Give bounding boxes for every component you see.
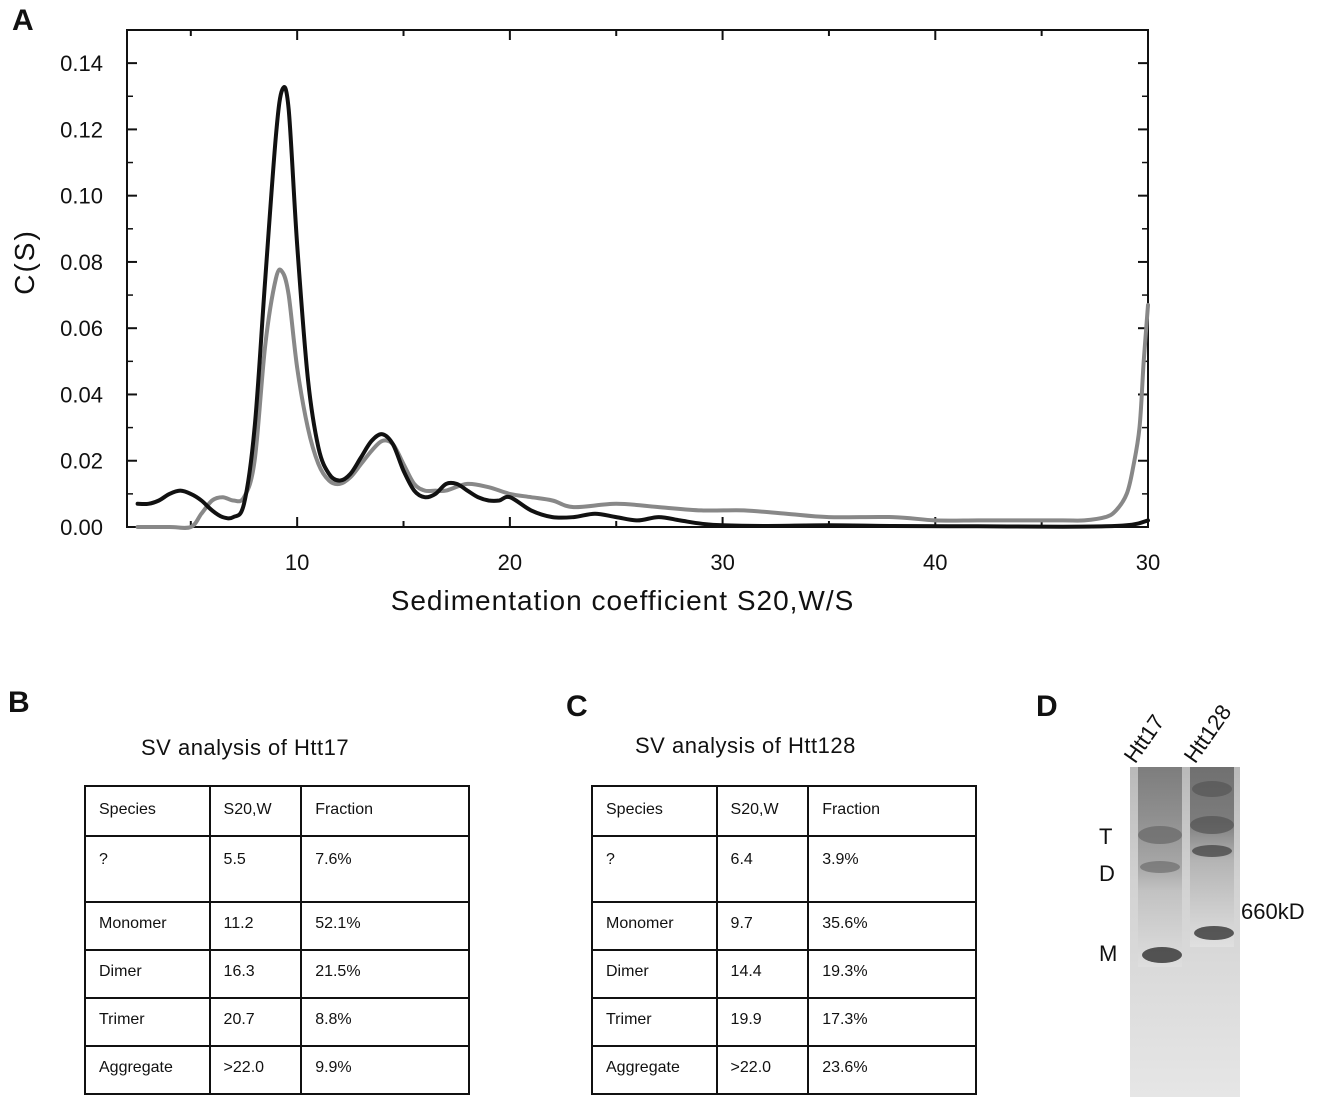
cell-s20w: 14.4: [715, 949, 810, 999]
header-fraction: Fraction: [807, 785, 977, 837]
cell-species: Trimer: [591, 997, 718, 1047]
y-tick-label: 0.04: [60, 382, 103, 407]
cell-s20w: 5.5: [208, 835, 303, 903]
chart-labels: 0.00 0.02 0.04 0.06 0.08 0.10 0.12 0.14 10 20 30 40…: [9, 51, 1160, 616]
table-row: Dimer 16.3 21.5%: [84, 949, 470, 999]
cell-s20w: 6.4: [715, 835, 810, 903]
table-row: Monomer 11.2 52.1%: [84, 901, 470, 951]
cell-species: Aggregate: [591, 1045, 718, 1095]
gel-marker-d: D: [1099, 861, 1115, 886]
series-line: [135, 85, 1150, 529]
y-tick-label: 0.00: [60, 515, 103, 540]
gel-band: [1138, 826, 1182, 844]
cell-s20w: 16.3: [208, 949, 303, 999]
y-tick-label: 0.12: [60, 117, 103, 142]
table-c-title: SV analysis of Htt128: [635, 733, 856, 758]
cell-fraction: 7.6%: [300, 835, 470, 903]
table-header-row: Species S20,W Fraction: [591, 785, 977, 837]
table-row: ? 6.4 3.9%: [591, 835, 977, 903]
cell-species: Dimer: [84, 949, 211, 999]
y-tick-label: 0.14: [60, 51, 103, 76]
gel-size-label: 660kD: [1241, 899, 1305, 924]
y-axis-label: C(S): [9, 229, 40, 295]
header-s20w: S20,W: [715, 785, 810, 837]
panel-c-label: C: [566, 690, 588, 723]
series-line: [135, 267, 1150, 530]
x-tick-label: 20: [498, 550, 522, 575]
panel-d-label: D: [1036, 690, 1058, 723]
cell-fraction: 52.1%: [300, 901, 470, 951]
cell-fraction: 23.6%: [807, 1045, 977, 1095]
y-tick-label: 0.10: [60, 184, 103, 209]
x-tick-label: 30: [1136, 550, 1160, 575]
table-row: Trimer 20.7 8.8%: [84, 997, 470, 1047]
table-header-row: Species S20,W Fraction: [84, 785, 470, 837]
chart-series: [135, 85, 1150, 530]
table-row: Aggregate >22.0 23.6%: [591, 1045, 977, 1095]
cell-species: Trimer: [84, 997, 211, 1047]
cell-fraction: 3.9%: [807, 835, 977, 903]
cell-fraction: 17.3%: [807, 997, 977, 1047]
gel-lane-label-htt17: Htt17: [1118, 710, 1170, 768]
table-htt17: Species S20,W Fraction ? 5.5 7.6% Monome…: [84, 785, 470, 1095]
gel-marker-t: T: [1099, 824, 1113, 849]
cell-species: ?: [84, 835, 211, 903]
gel-band: [1140, 861, 1180, 873]
sedimentation-chart: 0.00 0.02 0.04 0.06 0.08 0.10 0.12 0.14 10 20 30 40…: [9, 29, 1160, 616]
cell-species: Dimer: [591, 949, 718, 999]
gel-image: [1130, 767, 1240, 1097]
x-tick-label: 40: [923, 550, 947, 575]
table-row: Aggregate >22.0 9.9%: [84, 1045, 470, 1095]
header-species: Species: [84, 785, 211, 837]
cell-species: Monomer: [84, 901, 211, 951]
cell-s20w: 9.7: [715, 901, 810, 951]
table-row: ? 5.5 7.6%: [84, 835, 470, 903]
table-row: Trimer 19.9 17.3%: [591, 997, 977, 1047]
cell-species: Aggregate: [84, 1045, 211, 1095]
cell-fraction: 21.5%: [300, 949, 470, 999]
cell-s20w: 19.9: [715, 997, 810, 1047]
cell-fraction: 8.8%: [300, 997, 470, 1047]
panel-b-label: B: [8, 686, 30, 719]
x-tick-label: 10: [285, 550, 309, 575]
cell-s20w: >22.0: [715, 1045, 810, 1095]
cell-s20w: 11.2: [208, 901, 303, 951]
cell-fraction: 19.3%: [807, 949, 977, 999]
y-tick-label: 0.06: [60, 316, 103, 341]
panel-a-label: A: [12, 4, 34, 37]
table-row: Dimer 14.4 19.3%: [591, 949, 977, 999]
cell-species: Monomer: [591, 901, 718, 951]
header-fraction: Fraction: [300, 785, 470, 837]
plot-frame: [126, 29, 1149, 528]
cell-fraction: 9.9%: [300, 1045, 470, 1095]
x-axis-label: Sedimentation coefficient S20,W/S: [391, 585, 855, 616]
cell-fraction: 35.6%: [807, 901, 977, 951]
y-tick-label: 0.02: [60, 449, 103, 474]
gel-marker-m: M: [1099, 941, 1118, 966]
gel-band: [1190, 816, 1234, 834]
y-tick-label: 0.08: [60, 250, 103, 275]
x-tick-label: 30: [710, 550, 734, 575]
cell-species: ?: [591, 835, 718, 903]
gel-band: [1192, 845, 1232, 857]
table-htt128: Species S20,W Fraction ? 6.4 3.9% Monome…: [591, 785, 977, 1095]
gel-band: [1192, 781, 1232, 797]
header-s20w: S20,W: [208, 785, 303, 837]
gel-band: [1142, 947, 1182, 963]
table-b-title: SV analysis of Htt17: [141, 735, 350, 760]
cell-s20w: 20.7: [208, 997, 303, 1047]
gel-band: [1194, 926, 1234, 940]
gel-lane-label-htt128: Htt128: [1178, 699, 1237, 768]
cell-s20w: >22.0: [208, 1045, 303, 1095]
table-row: Monomer 9.7 35.6%: [591, 901, 977, 951]
header-species: Species: [591, 785, 718, 837]
